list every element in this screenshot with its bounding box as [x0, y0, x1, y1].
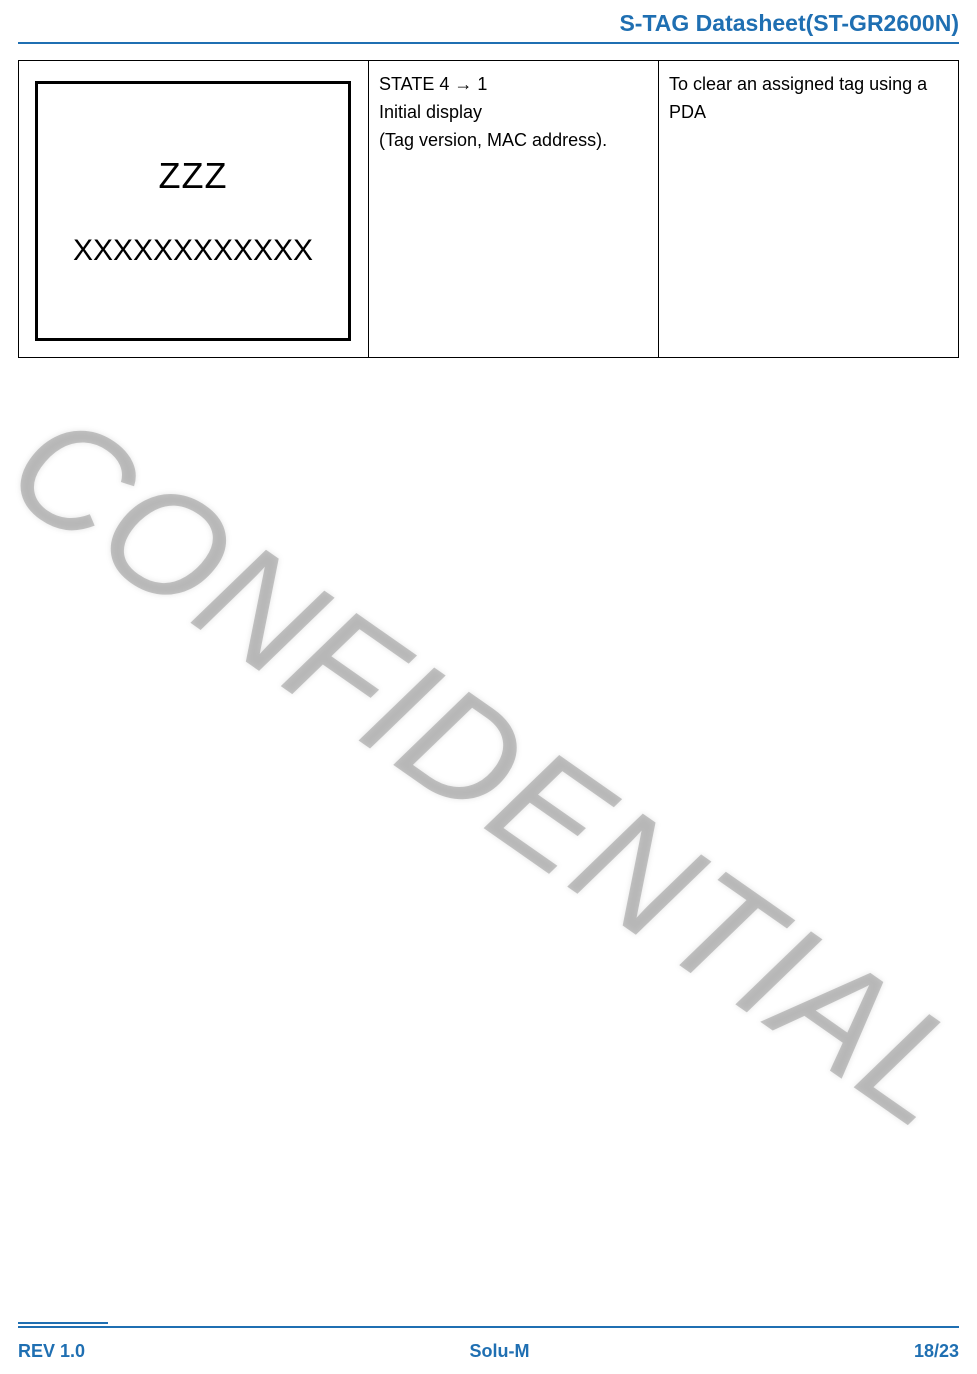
cell-state: STATE 4 → 1 Initial display (Tag version…	[369, 61, 659, 358]
page-footer: REV 1.0 Solu-M 18/23	[18, 1341, 959, 1362]
footer-rev: REV 1.0	[18, 1341, 85, 1362]
page-title: S-TAG Datasheet(ST-GR2600N)	[619, 10, 959, 37]
table-row: ZZZ XXXXXXXXXXXX STATE 4 → 1 Initial dis…	[19, 61, 959, 358]
confidential-watermark: CONFIDENTIAL	[0, 376, 977, 1162]
description-text: To clear an assigned tag using a PDA	[669, 71, 948, 127]
tag-display-wrap: ZZZ XXXXXXXXXXXX	[29, 71, 358, 347]
cell-display: ZZZ XXXXXXXXXXXX	[19, 61, 369, 358]
tag-version-text: ZZZ	[159, 148, 228, 204]
state-line: (Tag version, MAC address).	[379, 127, 648, 155]
cell-description: To clear an assigned tag using a PDA	[659, 61, 959, 358]
state-table: ZZZ XXXXXXXXXXXX STATE 4 → 1 Initial dis…	[18, 60, 959, 358]
footer-rule-short	[18, 1322, 108, 1324]
footer-rule	[18, 1326, 959, 1328]
tag-mac-text: XXXXXXXXXXXX	[73, 228, 313, 275]
footer-company: Solu-M	[470, 1341, 530, 1362]
state-line: Initial display	[379, 99, 648, 127]
content-area: ZZZ XXXXXXXXXXXX STATE 4 → 1 Initial dis…	[18, 60, 959, 358]
footer-page: 18/23	[914, 1341, 959, 1362]
state-line: STATE 4 → 1	[379, 71, 648, 99]
tag-display-box: ZZZ XXXXXXXXXXXX	[35, 81, 351, 341]
header-rule	[18, 42, 959, 44]
